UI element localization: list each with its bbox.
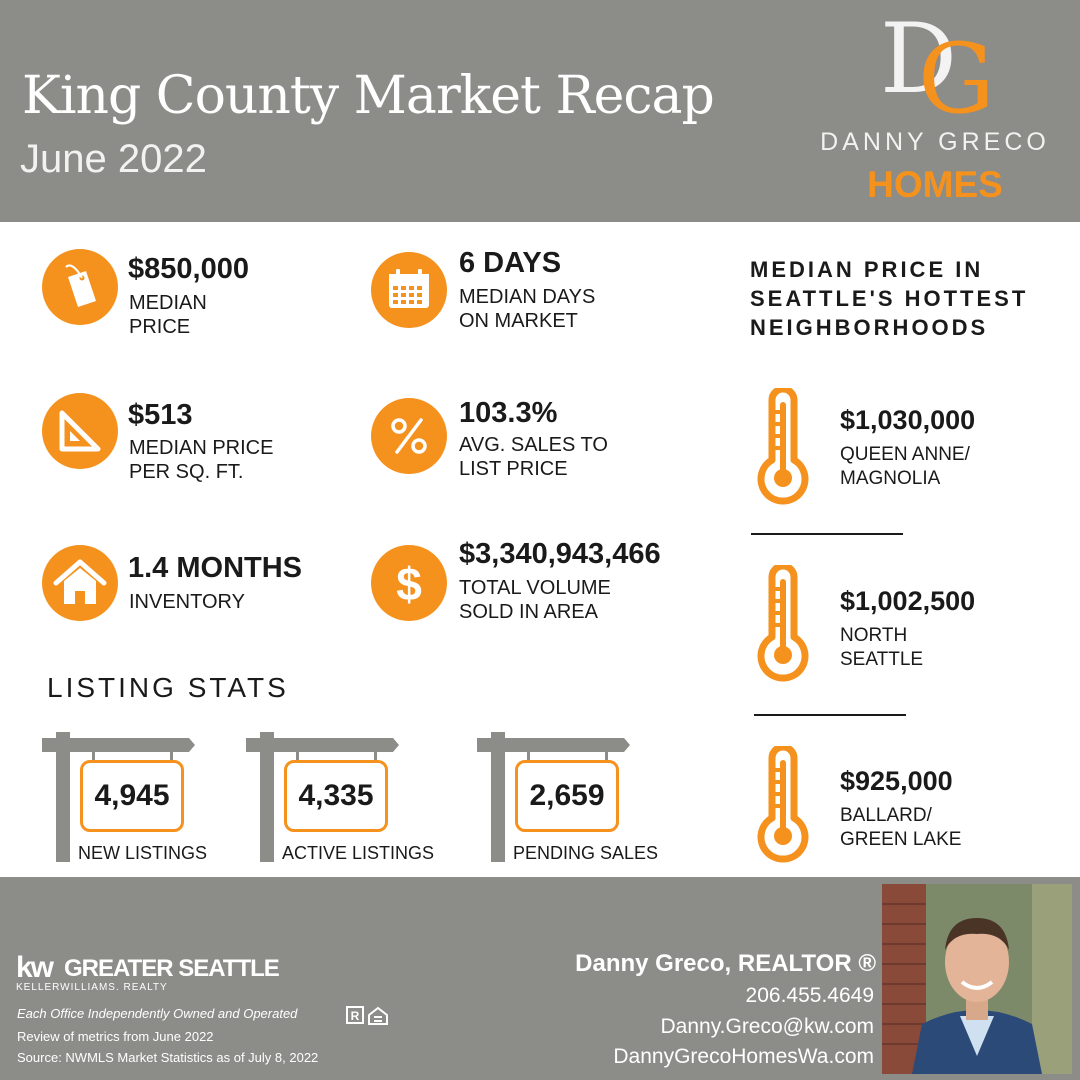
stat-label: MEDIAN PRICE — [129, 437, 274, 459]
neighborhood-name: SEATTLE — [840, 649, 924, 670]
listing-value: 4,335 — [284, 760, 388, 832]
kw-logo: kw GREATER SEATTLE KELLERWILLIAMS. REALT… — [16, 951, 280, 994]
svg-text:R: R — [351, 1009, 360, 1023]
stat-label: PER SQ. FT. — [129, 461, 244, 483]
calendar-icon — [371, 252, 447, 328]
office-note: Each Office Independently Owned and Oper… — [17, 1006, 298, 1021]
header-banner — [0, 0, 1080, 222]
stat-label: AVG. SALES TO — [459, 434, 608, 456]
neighborhood-name: QUEEN ANNE/ — [840, 444, 970, 465]
neighborhoods-heading-line: SEATTLE'S HOTTEST — [750, 286, 1029, 311]
agent-phone[interactable]: 206.455.4649 — [745, 984, 874, 1007]
neighborhoods-heading-line: MEDIAN PRICE IN — [750, 257, 984, 282]
divider — [754, 714, 906, 716]
logo-name: DANNY GRECO — [820, 128, 1050, 156]
realtor-equal-housing-icon: R — [345, 1005, 391, 1027]
page-subtitle: June 2022 — [20, 137, 207, 181]
dg-monogram-logo: D G — [872, 3, 1002, 135]
page-title: King County Market Recap — [22, 66, 715, 126]
kw-company-name: KELLERWILLIAMS. REALTY — [16, 982, 168, 993]
svg-text:$: $ — [396, 558, 422, 610]
agent-name: Danny Greco, REALTOR ® — [575, 950, 876, 977]
thermometer-icon — [750, 743, 816, 866]
listing-value: 2,659 — [515, 760, 619, 832]
listing-label: PENDING SALES — [513, 843, 659, 863]
listing-sign: 4,945 — [42, 732, 212, 862]
stat-label: MEDIAN DAYS — [459, 286, 596, 308]
dollar-icon: $ — [371, 545, 447, 621]
stat-label: SOLD IN AREA — [459, 601, 598, 623]
stat-label: ON MARKET — [459, 310, 578, 332]
kw-office-name: GREATER SEATTLE — [64, 955, 280, 982]
neighborhood-name: MAGNOLIA — [840, 468, 941, 489]
price-tag-icon — [42, 249, 118, 325]
listing-stats-heading: LISTING STATS — [47, 672, 289, 703]
neighborhood-name: GREEN LAKE — [840, 829, 962, 850]
neighborhood-name: BALLARD/ — [840, 805, 932, 826]
logo-homes: HOMES — [867, 164, 1003, 205]
agent-email[interactable]: Danny.Greco@kw.com — [660, 1015, 875, 1038]
listing-value: 4,945 — [80, 760, 184, 832]
svg-text:D: D — [880, 10, 957, 115]
stat-value: $3,340,943,466 — [459, 538, 661, 570]
review-note: Review of metrics from June 2022 — [17, 1029, 214, 1044]
stat-value: $513 — [128, 399, 193, 431]
listing-sign: 4,335 — [246, 732, 416, 862]
thermometer-icon — [750, 385, 816, 508]
stat-label: TOTAL VOLUME — [459, 577, 611, 599]
stat-label: MEDIAN — [129, 292, 207, 314]
stat-value: 1.4 MONTHS — [128, 552, 303, 584]
neighborhood-name: NORTH — [840, 625, 908, 646]
listing-sign: 2,659 — [477, 732, 647, 862]
agent-photo — [882, 884, 1072, 1074]
percent-icon — [371, 398, 447, 474]
neighborhood-price: $1,030,000 — [840, 405, 976, 435]
stat-label: LIST PRICE — [459, 458, 568, 480]
house-icon — [42, 545, 118, 621]
agent-website[interactable]: DannyGrecoHomesWa.com — [613, 1045, 874, 1068]
stat-label: INVENTORY — [129, 591, 245, 613]
stat-value: $850,000 — [128, 253, 249, 285]
neighborhoods-heading-line: NEIGHBORHOODS — [750, 315, 989, 340]
neighborhoods-heading: MEDIAN PRICE IN SEATTLE'S HOTTEST NEIGHB… — [750, 255, 1028, 342]
divider — [751, 533, 903, 535]
stat-label: PRICE — [129, 316, 191, 338]
kw-mark: kw — [16, 951, 54, 984]
neighborhood-price: $1,002,500 — [840, 586, 976, 616]
listing-label: ACTIVE LISTINGS — [282, 843, 435, 863]
listing-label: NEW LISTINGS — [78, 843, 208, 863]
set-square-icon — [42, 393, 118, 469]
source-note: Source: NWMLS Market Statistics as of Ju… — [17, 1050, 319, 1065]
thermometer-icon — [750, 562, 816, 685]
stat-value: 103.3% — [459, 397, 558, 429]
neighborhood-price: $925,000 — [840, 766, 953, 796]
stat-value: 6 DAYS — [459, 247, 562, 279]
svg-text:G: G — [918, 23, 995, 120]
